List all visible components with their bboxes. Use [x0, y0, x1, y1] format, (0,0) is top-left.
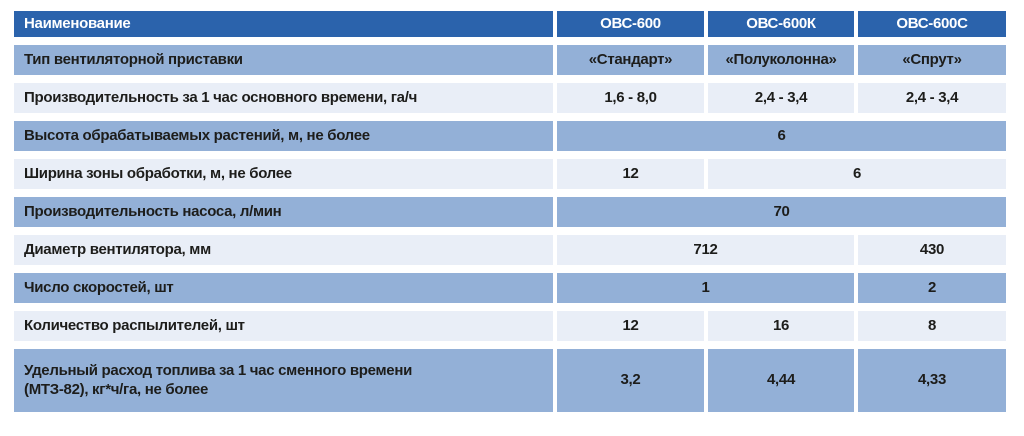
row-value: 70 — [557, 197, 1006, 227]
row-value: 3,2 — [557, 349, 704, 412]
row-value: 6 — [708, 159, 1006, 189]
row-value: «Полуколонна» — [708, 45, 854, 75]
row-value: 8 — [858, 311, 1006, 341]
row-label-plant-height: Высота обрабатываемых растений, м, не бо… — [14, 121, 553, 151]
row-label-working-width: Ширина зоны обработки, м, не более — [14, 159, 553, 189]
row-value: 1,6 - 8,0 — [557, 83, 704, 113]
row-value: 12 — [557, 311, 704, 341]
row-value: 2,4 - 3,4 — [708, 83, 854, 113]
row-label-pump-capacity: Производительность насоса, л/мин — [14, 197, 553, 227]
row-value: «Спрут» — [858, 45, 1006, 75]
row-value: 4,44 — [708, 349, 854, 412]
column-header-model-ovs-600: ОВС-600 — [557, 11, 704, 37]
row-label-productivity: Производительность за 1 час основного вр… — [14, 83, 553, 113]
row-value: 16 — [708, 311, 854, 341]
row-value: 2,4 - 3,4 — [858, 83, 1006, 113]
row-value: 6 — [557, 121, 1006, 151]
row-label-speed-count: Число скоростей, шт — [14, 273, 553, 303]
row-label-fuel-consumption: Удельный расход топлива за 1 час сменног… — [14, 349, 553, 412]
row-value: «Стандарт» — [557, 45, 704, 75]
row-value: 12 — [557, 159, 704, 189]
row-value: 1 — [557, 273, 854, 303]
row-value: 712 — [557, 235, 854, 265]
row-value: 4,33 — [858, 349, 1006, 412]
spec-table: Наименование ОВС-600 ОВС-600К ОВС-600С Т… — [14, 11, 1006, 412]
row-label-sprayer-count: Количество распылителей, шт — [14, 311, 553, 341]
column-header-model-ovs-600s: ОВС-600С — [858, 11, 1006, 37]
row-label-fan-diameter: Диаметр вентилятора, мм — [14, 235, 553, 265]
column-header-model-ovs-600k: ОВС-600К — [708, 11, 854, 37]
row-value: 2 — [858, 273, 1006, 303]
column-header-name: Наименование — [14, 11, 553, 37]
row-label-fan-type: Тип вентиляторной приставки — [14, 45, 553, 75]
row-value: 430 — [858, 235, 1006, 265]
